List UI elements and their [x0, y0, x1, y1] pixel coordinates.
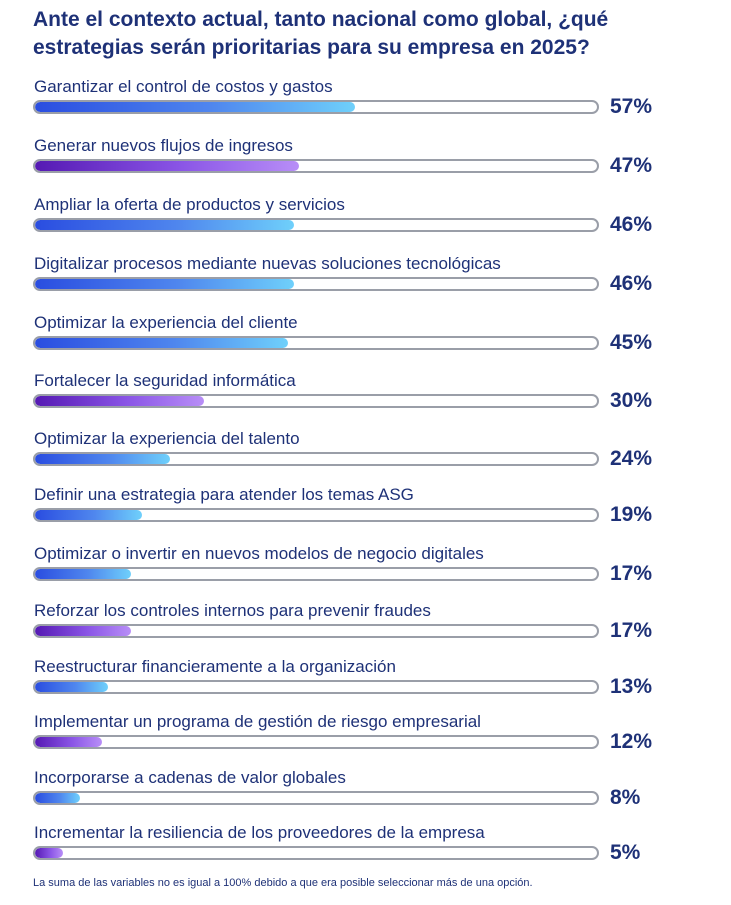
bar-row: Incorporarse a cadenas de valor globales…: [0, 768, 731, 818]
bar-label: Reforzar los controles internos para pre…: [34, 601, 431, 620]
bar-value-label: 12%: [610, 730, 653, 753]
bar-value-label: 30%: [610, 389, 653, 412]
bar-value-label: 17%: [610, 619, 653, 642]
bar-row: Incrementar la resiliencia de los provee…: [0, 823, 731, 873]
bar-fill: [35, 102, 355, 112]
bar-track: [33, 735, 599, 749]
bar-track: [33, 624, 599, 638]
bar-fill: [35, 510, 142, 520]
bar-fill: [35, 161, 299, 171]
bar-row: Reestructurar financieramente a la organ…: [0, 657, 731, 707]
bar-label: Optimizar la experiencia del talento: [34, 429, 300, 448]
bar-label: Fortalecer la seguridad informática: [34, 371, 296, 390]
bar-track: [33, 508, 599, 522]
bar-value-label: 47%: [610, 154, 653, 177]
bar-value-label: 5%: [610, 841, 641, 864]
bar-label: Implementar un programa de gestión de ri…: [34, 712, 481, 731]
bar-fill: [35, 682, 108, 692]
bar-row: Implementar un programa de gestión de ri…: [0, 712, 731, 762]
bar-label: Garantizar el control de costos y gastos: [34, 77, 333, 96]
bar-label: Incorporarse a cadenas de valor globales: [34, 768, 346, 787]
bar-value-label: 8%: [610, 786, 641, 809]
bar-track: [33, 218, 599, 232]
bar-track: [33, 159, 599, 173]
bar-track: [33, 277, 599, 291]
bar-track: [33, 680, 599, 694]
bar-fill: [35, 848, 63, 858]
bar-value-label: 57%: [610, 95, 653, 118]
bar-value-label: 19%: [610, 503, 653, 526]
bar-row: Digitalizar procesos mediante nuevas sol…: [0, 254, 731, 304]
bar-label: Digitalizar procesos mediante nuevas sol…: [34, 254, 501, 273]
bar-value-label: 46%: [610, 213, 653, 236]
bar-label: Optimizar o invertir en nuevos modelos d…: [34, 544, 484, 563]
bar-fill: [35, 793, 80, 803]
bar-fill: [35, 737, 102, 747]
bar-row: Generar nuevos flujos de ingresos 47%: [0, 136, 731, 186]
bar-fill: [35, 338, 288, 348]
bar-value-label: 24%: [610, 447, 653, 470]
footnote: La suma de las variables no es igual a 1…: [33, 877, 533, 889]
bar-label: Ampliar la oferta de productos y servici…: [34, 195, 345, 214]
chart-title: Ante el contexto actual, tanto nacional …: [33, 8, 609, 59]
bar-track: [33, 452, 599, 466]
bar-value-label: 46%: [610, 272, 653, 295]
bar-value-label: 45%: [610, 331, 653, 354]
bar-row: Garantizar el control de costos y gastos…: [0, 77, 731, 127]
bar-row: Optimizar la experiencia del cliente 45%: [0, 313, 731, 363]
bar-row: Ampliar la oferta de productos y servici…: [0, 195, 731, 245]
bar-track: [33, 846, 599, 860]
bar-track: [33, 791, 599, 805]
bar-row: Optimizar la experiencia del talento 24%: [0, 429, 731, 479]
bar-row: Fortalecer la seguridad informática 30%: [0, 371, 731, 421]
bar-label: Definir una estrategia para atender los …: [34, 485, 414, 504]
bar-fill: [35, 279, 294, 289]
bar-label: Incrementar la resiliencia de los provee…: [34, 823, 485, 842]
bar-fill: [35, 396, 204, 406]
bar-value-label: 13%: [610, 675, 653, 698]
bar-track: [33, 336, 599, 350]
bar-label: Reestructurar financieramente a la organ…: [34, 657, 396, 676]
bar-track: [33, 567, 599, 581]
bar-fill: [35, 626, 131, 636]
bar-row: Reforzar los controles internos para pre…: [0, 601, 731, 651]
bar-row: Optimizar o invertir en nuevos modelos d…: [0, 544, 731, 594]
bar-label: Generar nuevos flujos de ingresos: [34, 136, 293, 155]
bar-fill: [35, 220, 294, 230]
bar-track: [33, 394, 599, 408]
bar-fill: [35, 569, 131, 579]
bar-row: Definir una estrategia para atender los …: [0, 485, 731, 535]
bar-track: [33, 100, 599, 114]
bar-value-label: 17%: [610, 562, 653, 585]
bar-fill: [35, 454, 170, 464]
bar-label: Optimizar la experiencia del cliente: [34, 313, 298, 332]
